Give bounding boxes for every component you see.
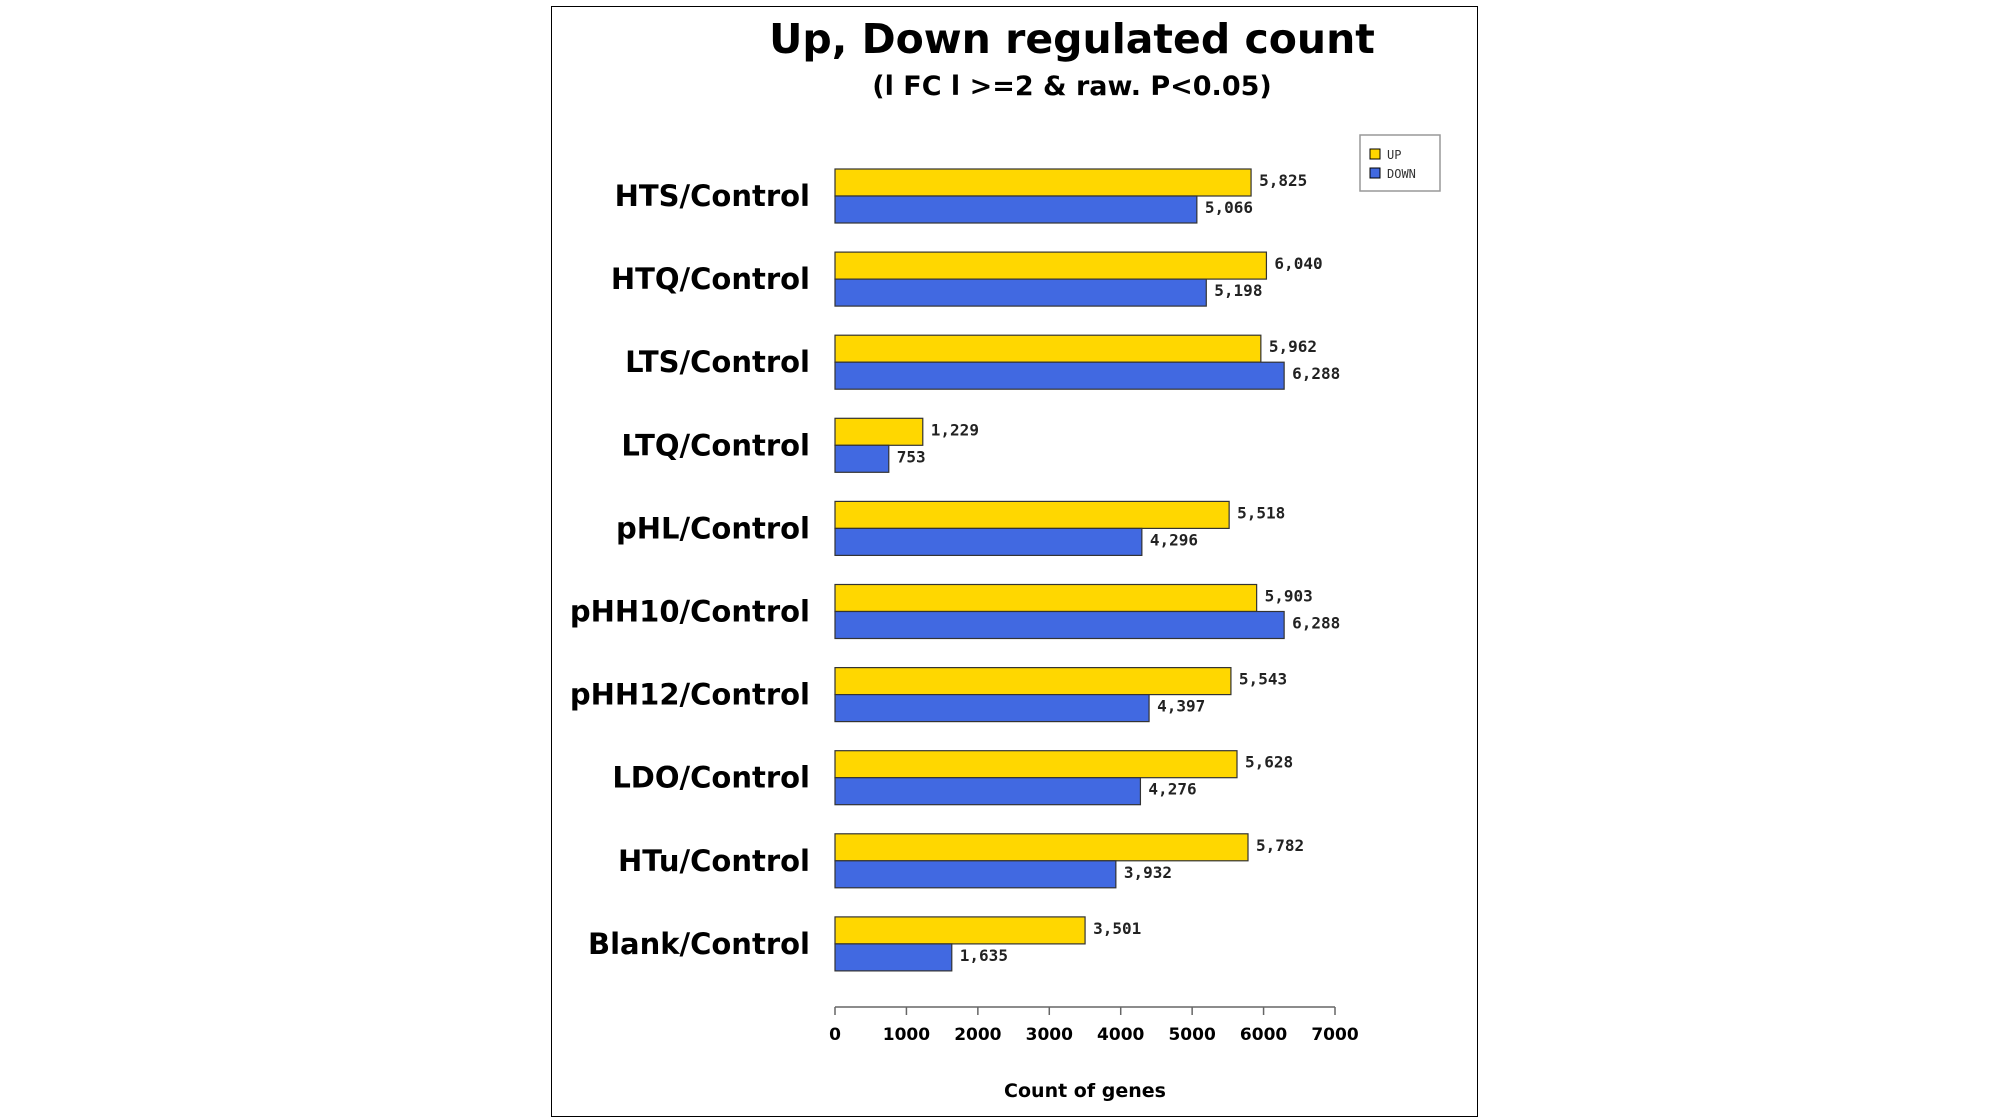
legend-swatch-down xyxy=(1369,167,1381,179)
bar-down xyxy=(834,361,1285,390)
x-tick-label: 2000 xyxy=(954,1025,1001,1045)
bars xyxy=(834,168,1285,972)
chart-frame: Up, Down regulated count (l FC l >=2 & r… xyxy=(551,6,1478,1117)
value-label: 4,296 xyxy=(1150,530,1198,549)
x-tick-label: 6000 xyxy=(1240,1025,1287,1045)
bar-down xyxy=(834,777,1142,806)
value-label: 6,288 xyxy=(1292,364,1340,383)
bar-down xyxy=(834,195,1198,224)
chart-title: Up, Down regulated count xyxy=(769,15,1375,63)
value-label: 1,229 xyxy=(931,420,979,439)
x-tick-label: 5000 xyxy=(1168,1025,1215,1045)
bar-up xyxy=(834,750,1238,779)
value-label: 5,066 xyxy=(1205,198,1253,217)
bar-chart: Up, Down regulated count (l FC l >=2 & r… xyxy=(570,15,1441,1102)
value-label: 753 xyxy=(897,447,926,466)
bar-down xyxy=(834,444,890,473)
bar-up xyxy=(834,916,1086,945)
bar-up xyxy=(834,500,1230,529)
legend-swatch-up xyxy=(1369,148,1381,160)
value-label: 5,962 xyxy=(1269,337,1317,356)
category-labels: HTS/Control HTQ/Control LTS/Control LTQ/Con… xyxy=(570,179,810,961)
value-label: 5,903 xyxy=(1265,587,1313,606)
bar-up xyxy=(834,417,924,446)
value-label: 5,518 xyxy=(1237,503,1285,522)
bar-up xyxy=(834,583,1258,613)
category-label: HTS/Control xyxy=(615,179,810,213)
value-label: 5,628 xyxy=(1245,753,1293,772)
chart-subtitle: (l FC l >=2 & raw. P<0.05) xyxy=(872,71,1271,102)
bar-down xyxy=(834,943,953,972)
legend: UP DOWN xyxy=(1359,134,1441,192)
x-tick-label: 7000 xyxy=(1311,1025,1358,1045)
bar-down xyxy=(834,527,1143,557)
legend-label-up: UP xyxy=(1387,148,1401,162)
x-axis: 0 1000 2000 3000 4000 5000 6000 7000 xyxy=(829,1006,1359,1045)
x-tick-label: 3000 xyxy=(1026,1025,1073,1045)
bar-down xyxy=(834,860,1117,889)
value-label: 5,825 xyxy=(1259,171,1307,190)
value-label: 1,635 xyxy=(960,946,1008,965)
value-label: 5,782 xyxy=(1256,836,1304,855)
legend-label-down: DOWN xyxy=(1387,167,1416,181)
legend-box xyxy=(1359,134,1441,192)
value-label: 5,198 xyxy=(1214,281,1262,300)
category-label: HTu/Control xyxy=(618,844,810,878)
bar-up xyxy=(834,833,1249,862)
x-tick-label: 1000 xyxy=(883,1025,930,1045)
bar-down xyxy=(834,278,1207,307)
value-label: 3,932 xyxy=(1124,863,1172,882)
category-label: pHH12/Control xyxy=(570,678,810,712)
bar-down xyxy=(834,610,1285,640)
value-label: 6,288 xyxy=(1292,614,1340,633)
value-label: 4,276 xyxy=(1148,780,1196,799)
x-tick-label: 0 xyxy=(829,1025,841,1045)
category-label: LTS/Control xyxy=(625,345,810,379)
x-axis-title: Count of genes xyxy=(1004,1080,1166,1102)
category-label: LDO/Control xyxy=(612,761,810,795)
category-label: HTQ/Control xyxy=(611,262,810,296)
x-tick-label: 4000 xyxy=(1097,1025,1144,1045)
bar-up xyxy=(834,168,1252,197)
value-label: 3,501 xyxy=(1093,919,1141,938)
value-labels: 5,825 5,066 6,040 5,198 5,962 6,288 1,229 753 5,… xyxy=(897,171,1341,965)
bar-up xyxy=(834,334,1262,363)
bar-up xyxy=(834,251,1268,280)
value-label: 6,040 xyxy=(1274,254,1322,273)
category-label: pHH10/Control xyxy=(570,595,810,629)
bar-up xyxy=(834,666,1232,696)
value-label: 5,543 xyxy=(1239,670,1287,689)
category-label: LTQ/Control xyxy=(621,428,810,462)
category-label: pHL/Control xyxy=(616,511,810,545)
bar-down xyxy=(834,693,1150,723)
category-label: Blank/Control xyxy=(588,927,810,961)
value-label: 4,397 xyxy=(1157,697,1205,716)
